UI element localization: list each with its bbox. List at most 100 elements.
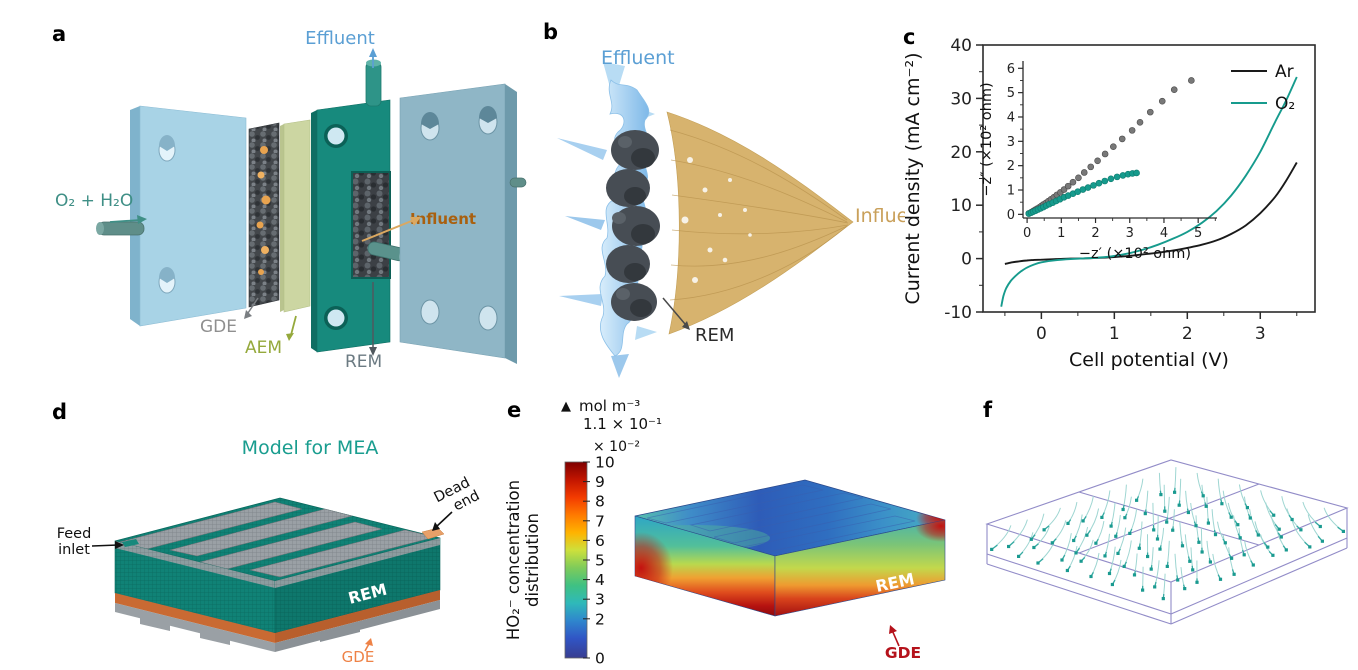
- scatter-point-Ar: [1064, 182, 1072, 190]
- colorbar-unit: mol m⁻³: [579, 397, 640, 415]
- streamline-marker-icon: [1194, 524, 1198, 528]
- influent-funnel: [666, 111, 854, 335]
- feed-inlet-label-2: inlet: [58, 542, 90, 558]
- feed-gas-label: O₂ + H₂O: [55, 191, 133, 211]
- streamline-marker-icon: [1159, 493, 1163, 497]
- inset-x-tick-label: 3: [1126, 226, 1134, 241]
- streamline-marker-icon: [1060, 558, 1064, 562]
- streamline: [1067, 502, 1078, 524]
- streamline: [1008, 519, 1028, 547]
- inset-y-tick-label: 4: [1007, 110, 1015, 125]
- streamline-marker-icon: [990, 547, 994, 551]
- streamline-marker-icon: [1165, 520, 1169, 524]
- streamline-marker-icon: [1251, 563, 1255, 567]
- gde-arrow-icon: [364, 638, 373, 652]
- streamline-marker-icon: [1232, 572, 1236, 576]
- streamline-marker-icon: [1201, 494, 1205, 498]
- scatter-point-O₂: [1090, 182, 1097, 189]
- dead-end-arrow-icon: [432, 511, 453, 531]
- concentration-block: [634, 479, 946, 617]
- streamline-marker-icon: [1116, 551, 1120, 555]
- svg-text:HO₂⁻ concentration: HO₂⁻ concentration: [504, 480, 523, 640]
- y-tick-label: 30: [950, 89, 972, 109]
- streamline-marker-icon: [1103, 554, 1107, 558]
- streamline-marker-icon: [1135, 498, 1139, 502]
- gde-layer-front: [115, 593, 275, 643]
- influent-arrow-icon: [361, 217, 421, 242]
- panel-e-diagram: ▲ mol m⁻³ 1.1 × 10⁻¹ × 10⁻² 10987654320 …: [504, 397, 946, 668]
- dead-end-label: Dead end: [432, 475, 483, 515]
- streamline-marker-icon: [1137, 546, 1141, 550]
- streamline-marker-icon: [1245, 506, 1249, 510]
- colorbar-max-value: 1.1 × 10⁻¹: [583, 415, 662, 433]
- end-plate-left: [130, 105, 247, 327]
- colorbar-axis-label: HO₂⁻ concentration distribution: [504, 480, 542, 640]
- streamline: [1260, 534, 1274, 556]
- streamline-marker-icon: [1114, 534, 1118, 538]
- streamline-marker-icon: [1308, 545, 1312, 549]
- streamline: [1281, 496, 1293, 520]
- streamline: [1238, 484, 1248, 508]
- panel-a-letter: a: [52, 22, 67, 46]
- aem-arrow-icon: [286, 315, 297, 341]
- streamline-marker-icon: [1089, 574, 1093, 579]
- panel-d-letter: d: [52, 400, 68, 424]
- inset-y-axis-label: −z″ (×10² ohm): [979, 82, 995, 196]
- panel-b-letter: b: [543, 20, 559, 44]
- inset-y-tick-label: 5: [1007, 86, 1015, 101]
- streamline-marker-icon: [1230, 556, 1234, 560]
- effluent-label: Effluent: [601, 47, 675, 69]
- streamline-marker-icon: [1050, 541, 1054, 545]
- streamline-marker-icon: [1065, 568, 1069, 573]
- streamline: [1051, 520, 1067, 544]
- inset-x-tick-label: 2: [1091, 226, 1099, 241]
- influent-label: Influent: [855, 205, 905, 227]
- streamline-marker-icon: [1238, 536, 1242, 540]
- feed-arrow-icon: [109, 215, 147, 224]
- inset-x-tick-label: 1: [1057, 226, 1065, 241]
- streamline-marker-icon: [1066, 521, 1070, 525]
- curve-Ar: [1004, 162, 1298, 265]
- streamline: [1043, 507, 1061, 531]
- y-tick-label: -10: [944, 303, 972, 323]
- streamline-marker-icon: [1248, 516, 1252, 520]
- mea-block: [114, 497, 445, 652]
- scatter-point-O₂: [1133, 169, 1140, 177]
- streamline-marker-icon: [1146, 554, 1150, 559]
- colorbar-tick-label: 8: [595, 493, 605, 511]
- panel-e-letter: e: [507, 398, 522, 422]
- streamline: [1117, 527, 1127, 554]
- streamline-marker-icon: [1141, 588, 1145, 592]
- colorbar-tick-label: 0: [595, 650, 605, 668]
- scatter-point-Ar: [1146, 108, 1154, 116]
- streamline: [1030, 513, 1045, 540]
- streamline-marker-icon: [1149, 567, 1153, 571]
- gde-layer: [248, 122, 280, 308]
- colorbar-ticks: 109 87 6 54 32 0: [583, 454, 615, 668]
- scatter-point-O₂: [1084, 184, 1092, 191]
- scatter-point-Ar: [1136, 119, 1144, 126]
- streamline-marker-icon: [1007, 544, 1011, 549]
- scatter-point-Ar: [1188, 77, 1195, 84]
- streamline-marker-icon: [1191, 568, 1195, 572]
- legend-label-O₂: O₂: [1275, 94, 1295, 114]
- inset-x-axis-label: −z′ (×10² ohm): [1079, 246, 1191, 262]
- streamline-marker-icon: [1107, 571, 1112, 576]
- streamline-marker-icon: [1132, 573, 1137, 577]
- inset-y-tick-label: 6: [1007, 62, 1015, 77]
- y-axis-label: Current density (mA cm⁻²): [902, 52, 924, 304]
- streamline-marker-icon: [1161, 597, 1165, 601]
- effluent-arrow-icon: [369, 48, 377, 68]
- colorbar-multiplier: × 10⁻²: [593, 439, 640, 455]
- streamline: [1212, 553, 1221, 580]
- streamline-marker-icon: [1218, 577, 1223, 581]
- scatter-point-Ar: [1069, 178, 1077, 186]
- rem-label: REM: [345, 352, 382, 372]
- gde-label: GDE: [885, 644, 921, 662]
- streamline-marker-icon: [1100, 515, 1104, 519]
- streamline: [1090, 552, 1100, 577]
- streamline-marker-icon: [1032, 545, 1036, 550]
- streamline-marker-icon: [1183, 587, 1187, 591]
- gde-label: GDE: [200, 317, 237, 337]
